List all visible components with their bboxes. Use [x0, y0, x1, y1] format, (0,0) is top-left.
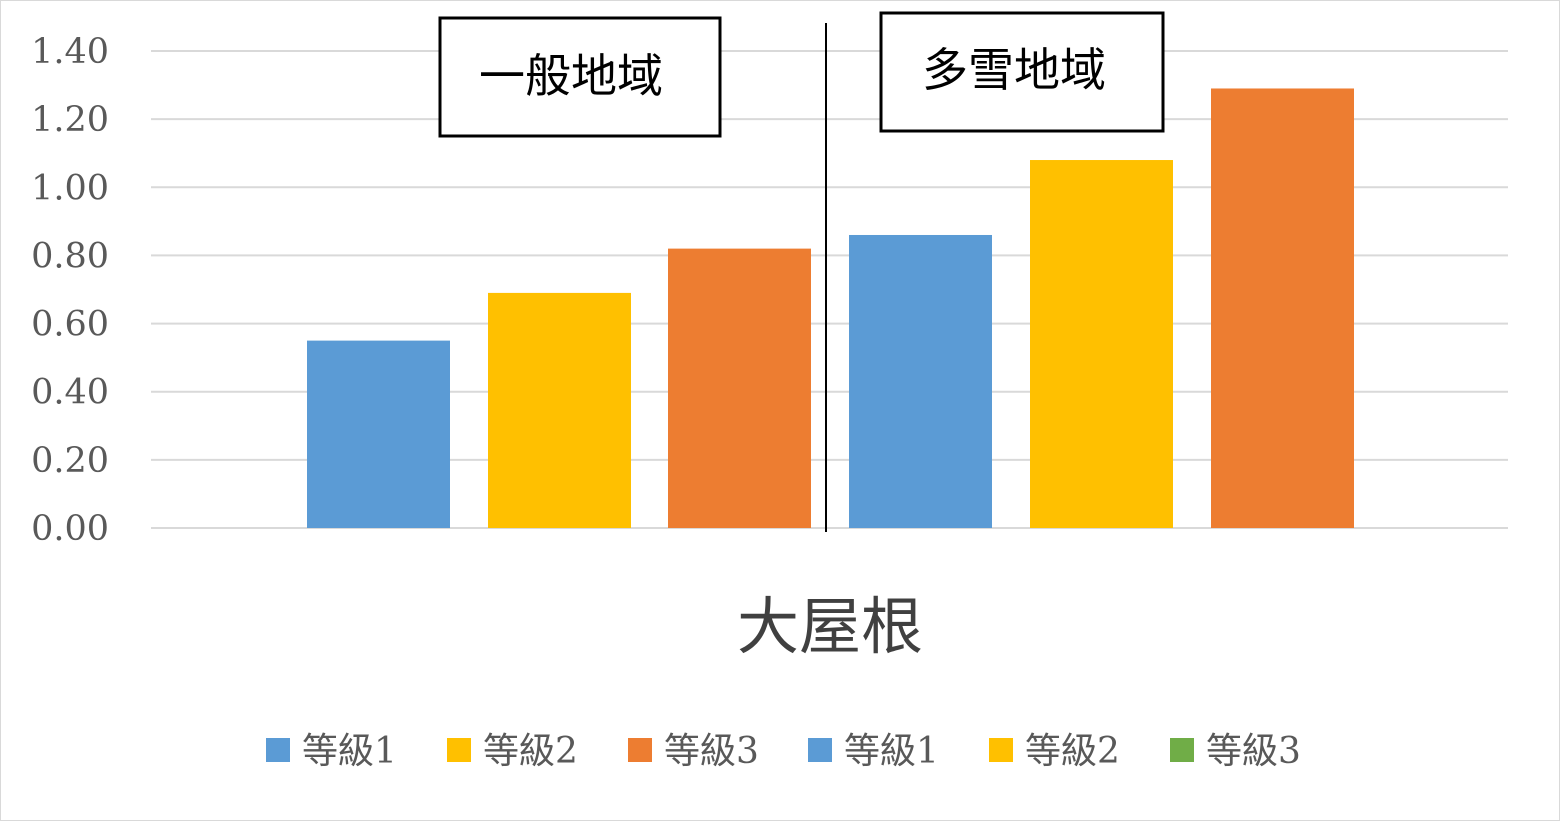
bars	[307, 88, 1354, 528]
legend-label: 等級2	[483, 731, 578, 772]
legend-swatch	[628, 738, 652, 762]
legend-swatch	[1170, 738, 1194, 762]
y-tick-label: 0.60	[31, 305, 109, 345]
bar-snow-3	[1211, 88, 1354, 528]
y-tick-label: 1.00	[31, 168, 109, 208]
y-tick-label: 1.40	[31, 32, 109, 72]
legend-label: 等級1	[302, 731, 397, 772]
y-axis-tick-labels: 0.00 0.20 0.40 0.60 0.80 1.00 1.20 1.40	[31, 32, 109, 549]
bar-snow-1	[849, 234, 992, 528]
legend-label: 等級1	[844, 731, 939, 772]
legend-label: 等級2	[1025, 731, 1120, 772]
bar-general-1	[307, 340, 450, 528]
legend: 等級1 等級2 等級3 等級1 等級2 等級3	[266, 731, 1301, 772]
y-tick-label: 0.40	[31, 373, 109, 413]
legend-swatch	[447, 738, 471, 762]
y-tick-label: 1.20	[31, 100, 109, 140]
y-tick-label: 0.00	[31, 509, 109, 549]
y-tick-label: 0.80	[31, 236, 109, 276]
legend-swatch	[266, 738, 290, 762]
bar-snow-2	[1030, 160, 1173, 528]
legend-swatch	[989, 738, 1013, 762]
legend-label: 等級3	[1206, 731, 1301, 772]
y-tick-label: 0.20	[31, 441, 109, 481]
region-label-general-box: 一般地域	[438, 16, 722, 138]
x-axis-label: 大屋根	[737, 590, 923, 663]
bar-general-2	[488, 292, 631, 528]
legend-label: 等級3	[664, 731, 759, 772]
region-label-general: 一般地域	[479, 49, 663, 103]
region-label-snow: 多雪地域	[922, 43, 1106, 97]
bar-general-3	[668, 248, 811, 528]
region-label-snow-box: 多雪地域	[879, 11, 1165, 133]
legend-swatch	[808, 738, 832, 762]
